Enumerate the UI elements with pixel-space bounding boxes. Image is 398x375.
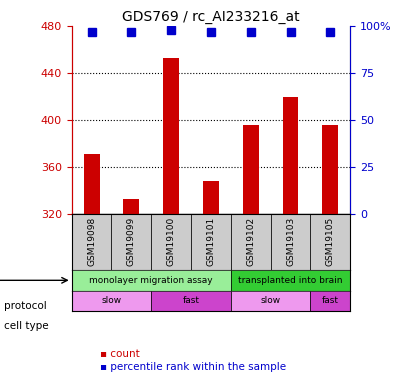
Text: GSM19102: GSM19102 [246,217,255,266]
Text: ▪ percentile rank within the sample: ▪ percentile rank within the sample [100,363,286,372]
Text: fast: fast [183,297,199,306]
FancyBboxPatch shape [72,270,231,291]
FancyBboxPatch shape [231,291,310,311]
Bar [283,97,298,214]
FancyBboxPatch shape [310,291,350,311]
FancyBboxPatch shape [151,214,191,270]
Text: GSM19099: GSM19099 [127,217,136,267]
Text: monolayer migration assay: monolayer migration assay [90,276,213,285]
Text: GSM19105: GSM19105 [326,217,335,267]
Text: cell type: cell type [4,321,49,331]
FancyBboxPatch shape [231,270,350,291]
FancyBboxPatch shape [151,291,231,311]
Text: GSM19100: GSM19100 [167,217,176,267]
Text: fast: fast [322,297,339,306]
Text: slow: slow [101,297,121,306]
Bar [243,124,259,214]
Text: GSM19101: GSM19101 [207,217,215,267]
Text: transplanted into brain: transplanted into brain [238,276,343,285]
FancyBboxPatch shape [231,214,271,270]
Title: GDS769 / rc_AI233216_at: GDS769 / rc_AI233216_at [122,10,300,24]
Text: GSM19103: GSM19103 [286,217,295,267]
FancyBboxPatch shape [191,214,231,270]
Text: protocol: protocol [4,301,47,310]
Bar [203,181,219,214]
FancyBboxPatch shape [271,214,310,270]
Bar [84,154,100,214]
Text: GSM19098: GSM19098 [87,217,96,267]
FancyBboxPatch shape [72,291,151,311]
Bar [123,198,139,214]
FancyBboxPatch shape [72,214,111,270]
FancyBboxPatch shape [310,214,350,270]
Bar [163,58,179,214]
Text: ▪ count: ▪ count [100,350,139,359]
FancyBboxPatch shape [111,214,151,270]
Text: slow: slow [261,297,281,306]
Bar [322,124,338,214]
